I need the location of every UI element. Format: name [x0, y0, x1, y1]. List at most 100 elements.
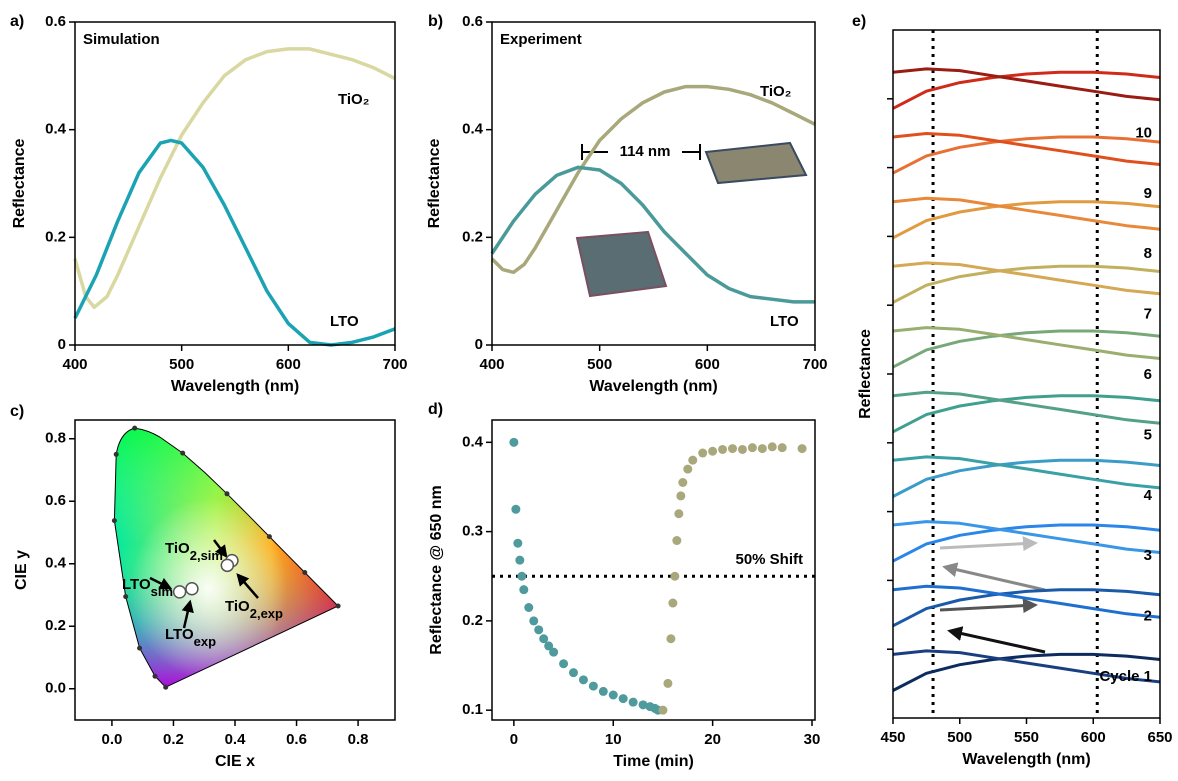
data-point [768, 442, 777, 451]
data-point [666, 634, 675, 643]
data-point [629, 698, 638, 707]
panel-label: b) [428, 13, 443, 30]
data-point [683, 465, 692, 474]
data-point [579, 675, 588, 684]
cie-point [174, 586, 186, 598]
x-axis-title: Wavelength (nm) [962, 751, 1090, 768]
cycle-label: 9 [1144, 185, 1152, 202]
data-point [509, 438, 518, 447]
series-label: LTO [770, 313, 799, 330]
y-tick-label: 0.4 [45, 555, 67, 572]
cie-point [221, 559, 233, 571]
panel-title: Experiment [500, 31, 582, 48]
cycle-label: 3 [1144, 547, 1152, 564]
y-tick-label: 0.6 [45, 13, 66, 30]
y-axis-title: CIE y [13, 550, 30, 590]
y-tick-label: 0 [475, 336, 483, 353]
data-point [678, 478, 687, 487]
y-tick-label: 0.4 [45, 121, 67, 138]
x-tick-label: 400 [479, 356, 504, 373]
sample-photos [577, 143, 806, 296]
y-axis-title: Reflectance @ 650 nm [428, 485, 445, 654]
data-point [718, 445, 727, 454]
x-tick-label: 650 [1147, 729, 1172, 746]
cycle-label: 7 [1144, 306, 1152, 323]
y-axis-title: Reflectance [857, 329, 874, 419]
series-name: LTO [770, 313, 799, 330]
point-name: TiO [225, 598, 250, 615]
x-tick-label: 20 [704, 731, 721, 748]
panel-label: e) [852, 13, 866, 30]
data-point [676, 491, 685, 500]
x-tick-label: 30 [804, 731, 821, 748]
data-point [708, 447, 717, 456]
point-subscript: sim [151, 584, 173, 599]
x-tick-label: 500 [947, 729, 972, 746]
data-point [515, 556, 524, 565]
plot-frame [492, 22, 815, 345]
data-point [619, 694, 628, 703]
data-point [670, 572, 679, 581]
point-subscript: 2,sim [190, 548, 223, 563]
data-point [728, 444, 737, 453]
series-name: TiO₂ [338, 91, 369, 108]
x-tick-label: 700 [382, 356, 407, 373]
y-axis-title: Reflectance [426, 138, 443, 228]
page: {"chart_data": [ {"type": "line", "panel… [0, 0, 1178, 781]
data-point [658, 706, 667, 715]
series-label: TiO₂ [338, 91, 369, 108]
y-tick-label: 0.2 [462, 228, 483, 245]
x-tick-label: 0.6 [286, 731, 307, 748]
y-tick-label: 0 [58, 336, 66, 353]
data-point [672, 536, 681, 545]
data-point [549, 648, 558, 657]
data-point [668, 599, 677, 608]
point-name: LTO [165, 626, 194, 643]
x-tick-label: 500 [169, 356, 194, 373]
y-tick-label: 0.1 [462, 701, 483, 718]
series-line [893, 460, 1160, 496]
data-point [589, 682, 598, 691]
data-point [663, 679, 672, 688]
cycle-label: 8 [1144, 245, 1152, 262]
data-point [748, 443, 757, 452]
series-name: TiO₂ [760, 83, 791, 100]
series-line [893, 590, 1160, 626]
panel-label: c) [10, 403, 24, 420]
cycle-label: 2 [1144, 608, 1152, 625]
data-point [738, 445, 747, 454]
data-point [519, 585, 528, 594]
data-point [559, 659, 568, 668]
data-point [798, 444, 807, 453]
data-point [688, 456, 697, 465]
x-tick-label: 10 [605, 731, 622, 748]
y-tick-label: 0.6 [45, 492, 66, 509]
data-point [524, 603, 533, 612]
series-line [75, 49, 395, 307]
data-point [609, 691, 618, 700]
cycle-label: Cycle 1 [1099, 668, 1152, 685]
data-point [529, 616, 538, 625]
y-axis-title: Reflectance [11, 138, 28, 228]
x-tick-label: 450 [880, 729, 905, 746]
y-tick-label: 0.6 [462, 13, 483, 30]
x-tick-label: 600 [695, 356, 720, 373]
y-tick-label: 0.8 [45, 430, 66, 447]
x-tick-label: 600 [276, 356, 301, 373]
data-point [599, 687, 608, 696]
point-subscript: 2,exp [250, 606, 283, 621]
panel-label: d) [428, 401, 443, 418]
y-tick-label: 0.2 [462, 612, 483, 629]
x-tick-label: 0.8 [348, 731, 369, 748]
x-tick-label: 500 [587, 356, 612, 373]
x-tick-label: 550 [1014, 729, 1039, 746]
data-point [569, 668, 578, 677]
panel-label: a) [10, 13, 24, 30]
y-tick-label: 0.0 [45, 680, 66, 697]
data-point [534, 625, 543, 634]
x-axis-title: Wavelength (nm) [589, 378, 717, 395]
data-point [698, 449, 707, 458]
cycle-label: 5 [1144, 426, 1152, 443]
x-tick-label: 0 [510, 731, 518, 748]
threshold-label: 50% Shift [735, 551, 803, 568]
